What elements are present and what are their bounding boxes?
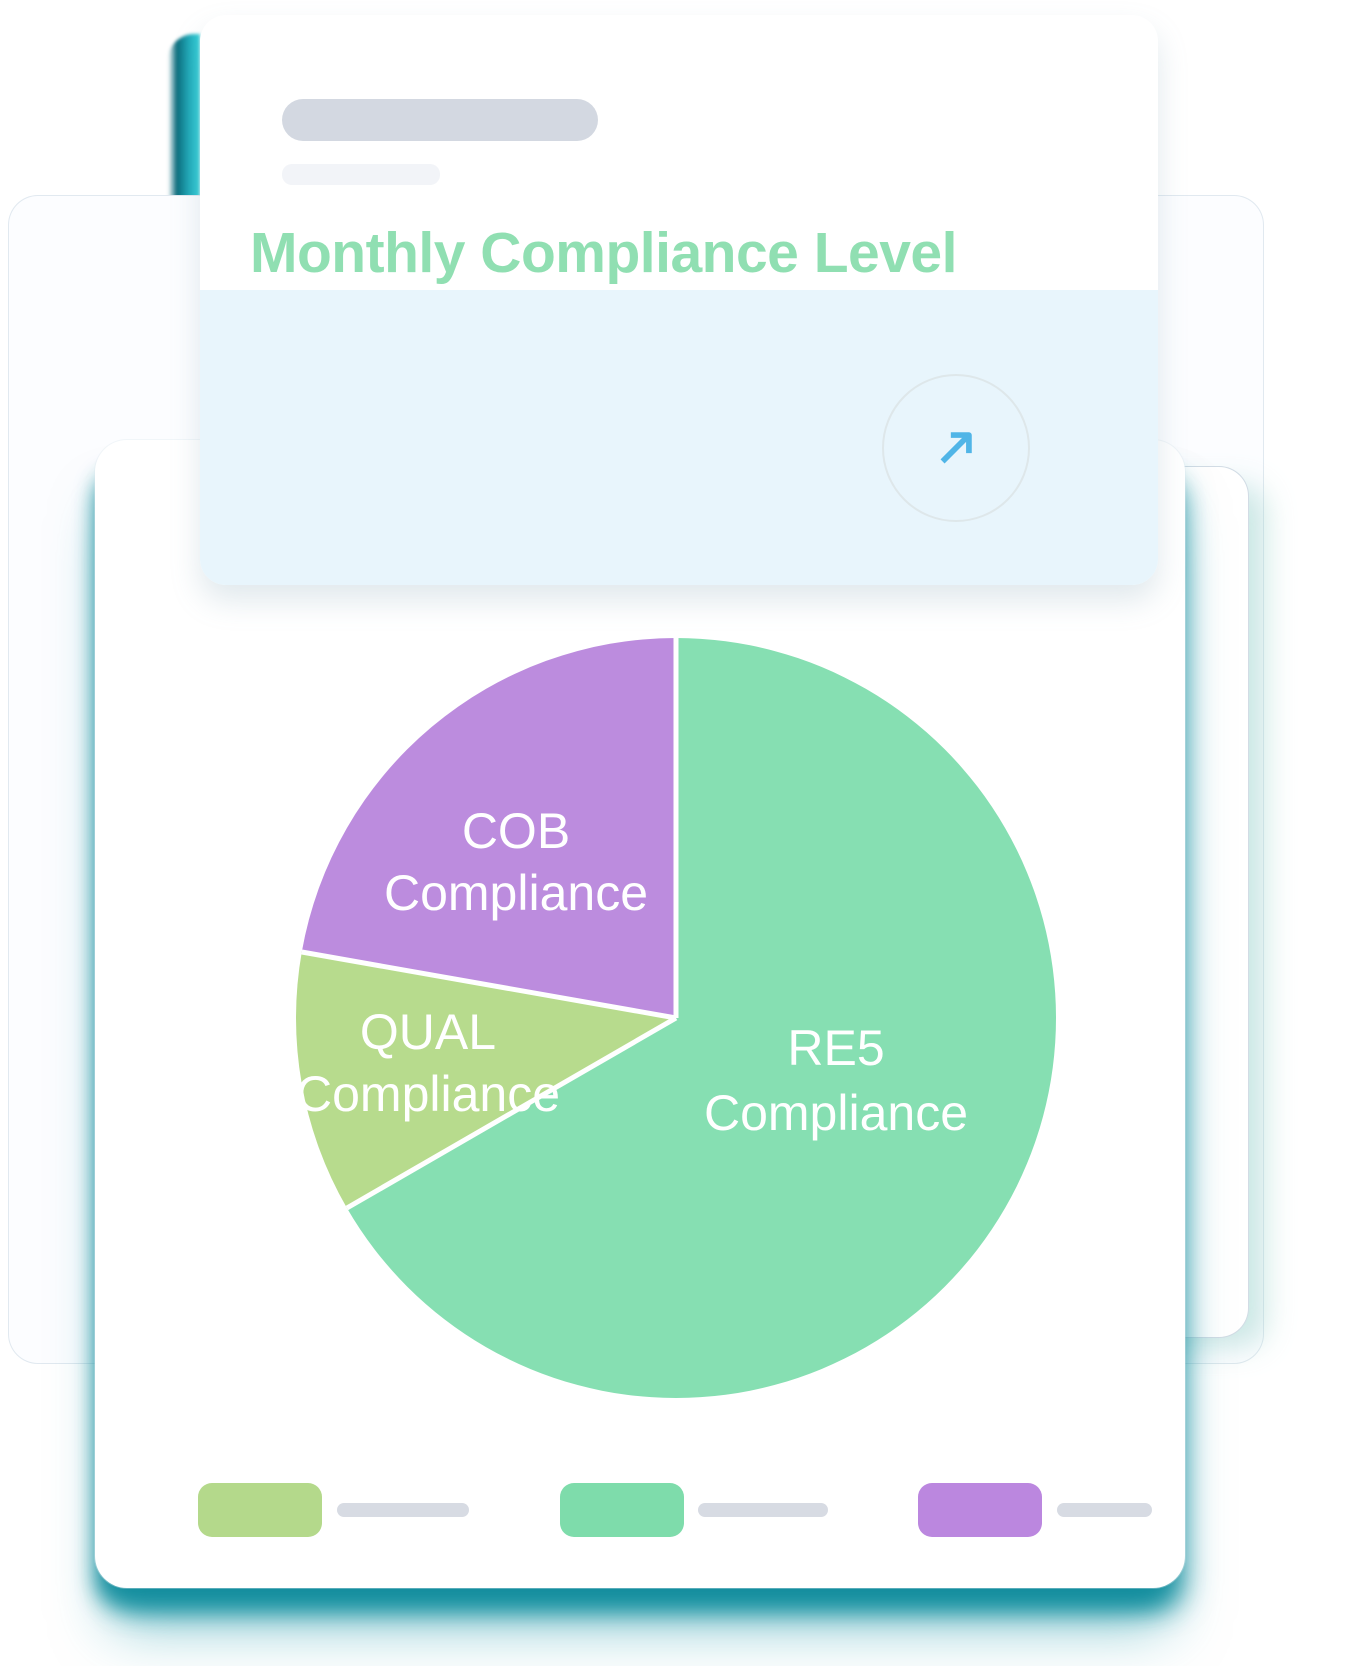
chart-card: RE5 Compliance QUAL Compliance COB Compliance [95, 440, 1185, 1588]
legend-swatch-cob [918, 1483, 1042, 1537]
pie-slice-qual[interactable] [296, 952, 676, 1208]
pie-slice-label-qual: Compliance [296, 1066, 560, 1122]
skeleton-bar-primary [282, 99, 598, 141]
legend-label-placeholder [698, 1503, 828, 1517]
pie-slice-label-re5: RE5 [787, 1020, 884, 1076]
arrow-up-right-icon [940, 432, 972, 464]
teal-glow-accent [168, 34, 200, 210]
legend-item-re5 [560, 1483, 840, 1537]
summary-card: Monthly Compliance Level [200, 15, 1158, 585]
pie-slice-cob[interactable] [301, 638, 676, 1018]
pie-slice-divider [345, 1015, 678, 1211]
legend-label-placeholder [1057, 1503, 1152, 1517]
legend-item-cob [918, 1483, 1158, 1537]
pie-slice-label-cob: Compliance [384, 865, 648, 921]
legend-label-placeholder [337, 1503, 469, 1517]
legend-swatch-re5 [560, 1483, 684, 1537]
pie-chart: RE5 Compliance QUAL Compliance COB Compliance [296, 638, 1056, 1398]
pie-slice-label-cob: COB [462, 803, 570, 859]
skeleton-bar-secondary [282, 164, 440, 185]
card-title: Monthly Compliance Level [250, 221, 957, 285]
pie-slice-re5[interactable] [346, 638, 1056, 1398]
legend-item-qual [198, 1483, 478, 1537]
pie-slice-label-qual: QUAL [360, 1004, 496, 1060]
pie-slice-divider [301, 949, 677, 1021]
pie-slice-label-re5: Compliance [704, 1085, 968, 1141]
legend-swatch-qual [198, 1483, 322, 1537]
expand-button[interactable] [882, 374, 1030, 522]
summary-card-footer [200, 290, 1158, 585]
